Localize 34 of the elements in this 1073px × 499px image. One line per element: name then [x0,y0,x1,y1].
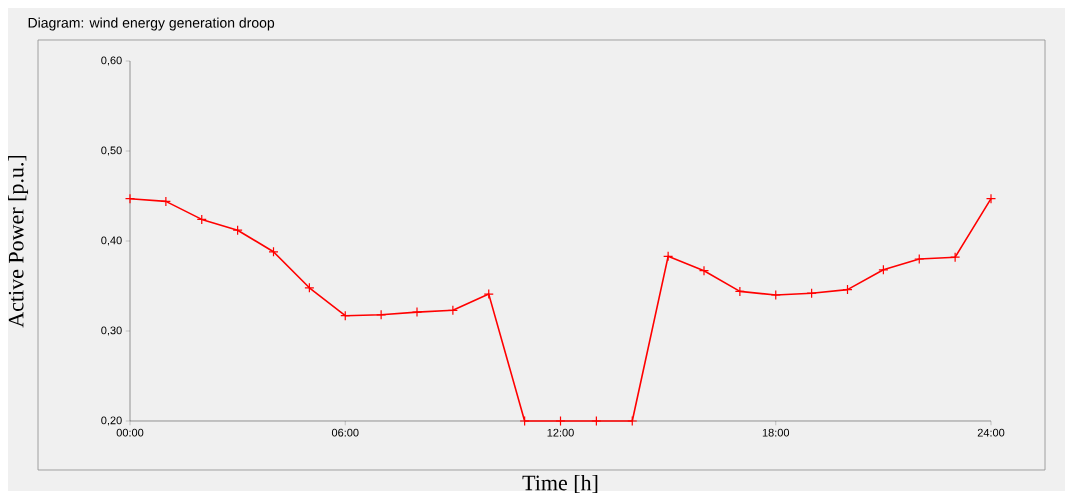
point [196,214,207,225]
point [376,309,387,320]
x-tick-label: 00:00 [116,428,144,437]
y-axis-title: Active Power [p.u.] [8,155,29,328]
point [555,415,566,427]
point [160,196,171,207]
x-axis-title: Time [h] [522,474,598,494]
point [770,289,781,301]
point [340,310,351,321]
y-tick-label: 0,20 [101,416,122,426]
y-tick-label: 0,50 [101,146,122,156]
point [519,415,530,427]
chart-title: Diagram: wind energy generation droop [28,17,275,31]
point [734,286,745,297]
point [483,289,494,300]
point [878,264,889,275]
y-tick-label: 0,40 [101,236,122,246]
y-tick-label: 0,60 [101,56,122,66]
x-tick-label: 06:00 [331,428,359,437]
point [591,415,602,427]
point [447,305,458,316]
x-tick-label: 18:00 [762,428,790,437]
y-tick-label: 0,30 [101,326,122,336]
point [950,252,961,263]
point [124,193,136,204]
point [627,415,638,427]
point [985,193,997,204]
point [914,253,925,265]
point [663,251,674,262]
point [232,225,243,236]
point [698,265,710,276]
x-tick-label: 24:00 [977,428,1005,437]
point [411,307,423,318]
x-tick-label: 12:00 [547,428,574,437]
